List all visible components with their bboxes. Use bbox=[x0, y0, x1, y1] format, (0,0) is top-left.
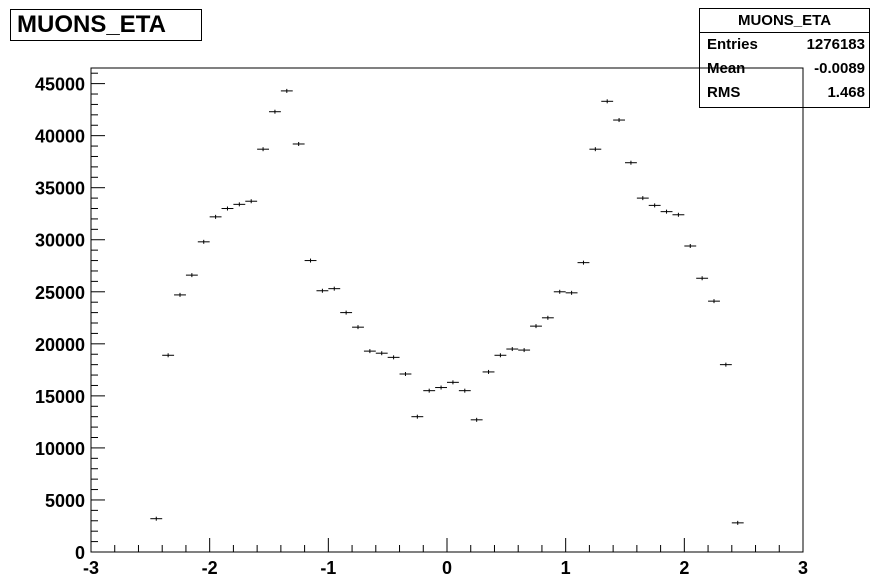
y-tick-label: 30000 bbox=[35, 231, 85, 251]
data-point bbox=[340, 310, 353, 315]
stats-row-entries: Entries 1276183 bbox=[700, 33, 869, 57]
y-tick-label: 0 bbox=[75, 543, 85, 563]
data-point bbox=[363, 349, 376, 354]
data-point bbox=[625, 160, 637, 165]
data-point bbox=[553, 289, 566, 294]
data-point bbox=[411, 414, 424, 419]
y-tick-label: 20000 bbox=[35, 335, 85, 355]
data-point bbox=[518, 348, 531, 353]
data-point bbox=[482, 369, 495, 374]
stats-row-mean: Mean -0.0089 bbox=[700, 57, 869, 81]
data-point bbox=[292, 141, 305, 146]
data-point bbox=[387, 355, 400, 360]
data-point bbox=[470, 417, 483, 422]
data-point bbox=[399, 372, 412, 377]
data-point bbox=[257, 147, 269, 152]
data-point bbox=[423, 388, 436, 393]
data-point bbox=[233, 202, 246, 207]
data-point bbox=[719, 362, 732, 367]
data-point bbox=[506, 347, 519, 352]
data-point bbox=[221, 206, 234, 211]
stats-title: MUONS_ETA bbox=[700, 9, 869, 33]
x-tick-label: 3 bbox=[798, 558, 808, 576]
plot-frame bbox=[90, 67, 804, 553]
x-tick-label: -3 bbox=[83, 558, 99, 576]
y-tick-label: 10000 bbox=[35, 439, 85, 459]
data-point bbox=[589, 147, 602, 152]
data-point bbox=[601, 99, 614, 104]
data-point bbox=[375, 351, 388, 356]
data-point bbox=[209, 214, 222, 219]
stats-box: MUONS_ETA Entries 1276183 Mean -0.0089 R… bbox=[699, 8, 870, 108]
x-tick-label: 1 bbox=[561, 558, 571, 576]
data-point bbox=[708, 299, 720, 304]
data-point bbox=[328, 286, 341, 291]
y-tick-label: 5000 bbox=[45, 491, 85, 511]
stats-label: RMS bbox=[707, 84, 741, 101]
data-point bbox=[458, 388, 471, 393]
data-point bbox=[565, 290, 578, 295]
y-tick-label: 45000 bbox=[35, 75, 85, 95]
data-point bbox=[731, 520, 744, 525]
stats-value: -0.0089 bbox=[814, 60, 865, 77]
data-point bbox=[174, 292, 186, 297]
data-point bbox=[150, 516, 163, 521]
stats-value: 1.468 bbox=[827, 84, 865, 101]
data-point bbox=[530, 324, 542, 329]
data-point bbox=[316, 288, 329, 293]
data-point bbox=[636, 196, 649, 201]
data-point bbox=[280, 88, 293, 93]
y-tick-label: 40000 bbox=[35, 127, 85, 147]
data-point bbox=[541, 315, 554, 320]
data-point bbox=[672, 212, 685, 217]
y-tick-label: 35000 bbox=[35, 179, 85, 199]
histogram-title: MUONS_ETA bbox=[10, 9, 202, 41]
data-point bbox=[269, 109, 281, 114]
data-point bbox=[613, 118, 625, 123]
data-point bbox=[696, 276, 709, 281]
data-point bbox=[185, 273, 198, 278]
data-point bbox=[352, 325, 364, 330]
data-point bbox=[648, 203, 661, 208]
data-point bbox=[684, 243, 697, 248]
data-point bbox=[162, 353, 175, 358]
data-point bbox=[660, 209, 673, 214]
x-tick-label: 0 bbox=[442, 558, 452, 576]
y-tick-label: 25000 bbox=[35, 283, 85, 303]
data-point bbox=[197, 239, 210, 244]
data-point bbox=[304, 258, 317, 263]
x-tick-label: -1 bbox=[320, 558, 336, 576]
data-point bbox=[494, 353, 507, 358]
data-point bbox=[447, 380, 459, 385]
stats-row-rms: RMS 1.468 bbox=[700, 81, 869, 105]
data-point bbox=[245, 199, 258, 204]
data-point bbox=[577, 260, 590, 265]
stats-value: 1276183 bbox=[806, 36, 865, 53]
x-tick-label: 2 bbox=[679, 558, 689, 576]
data-point bbox=[435, 385, 447, 390]
stats-label: Entries bbox=[707, 36, 758, 53]
x-tick-label: -2 bbox=[202, 558, 218, 576]
y-tick-label: 15000 bbox=[35, 387, 85, 407]
